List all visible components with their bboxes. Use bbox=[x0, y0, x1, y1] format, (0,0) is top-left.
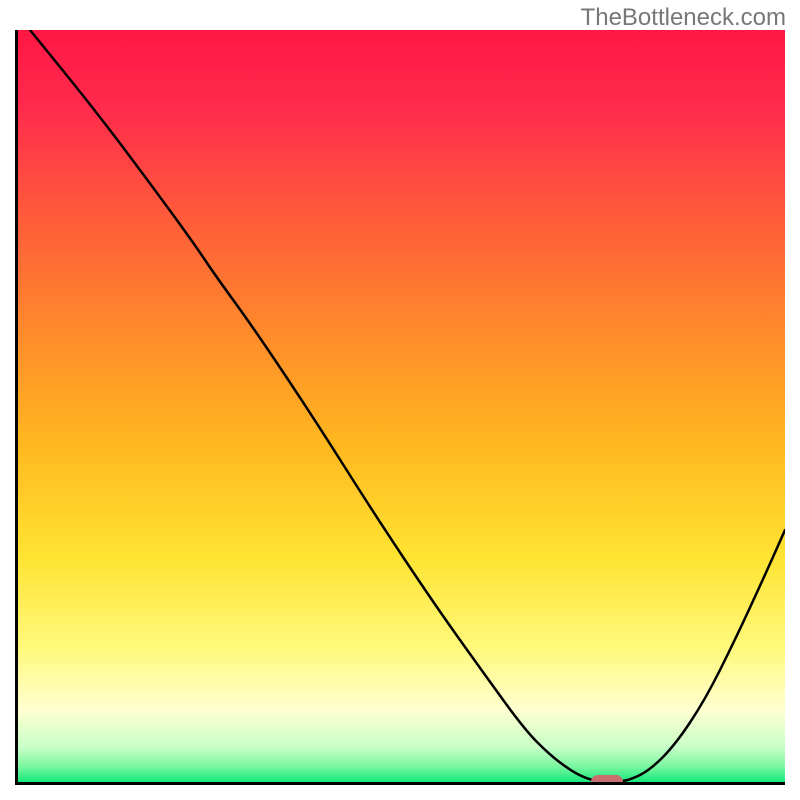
watermark-text: TheBottleneck.com bbox=[581, 4, 786, 32]
chart-container: { "watermark": "TheBottleneck.com", "cha… bbox=[0, 0, 800, 800]
plot-area bbox=[15, 30, 785, 785]
bottleneck-chart bbox=[15, 30, 785, 785]
chart-background bbox=[15, 30, 785, 785]
